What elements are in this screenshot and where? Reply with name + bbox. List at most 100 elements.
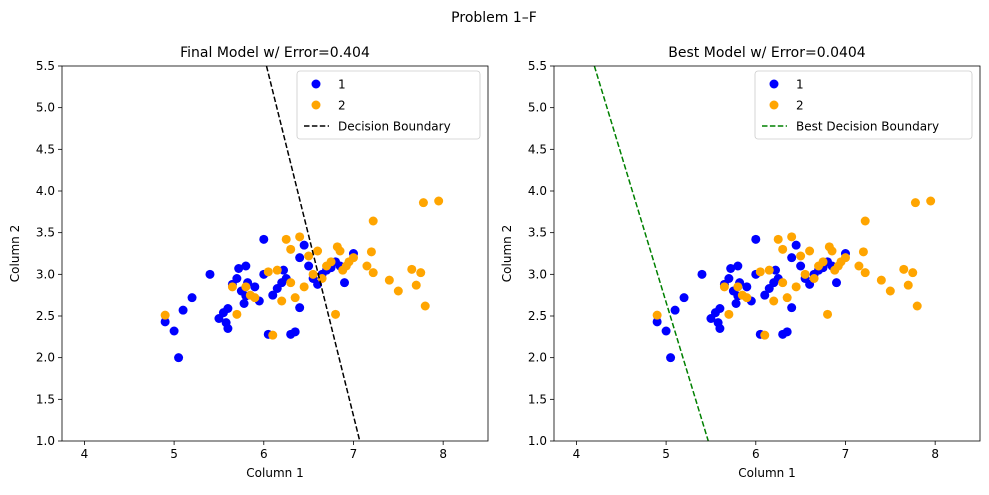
- series-2-point: [160, 310, 170, 320]
- series-2-point: [926, 196, 936, 206]
- series-2-point: [366, 247, 376, 257]
- series-1-point: [279, 265, 289, 275]
- series-2-point: [899, 264, 909, 274]
- series-1-point: [174, 353, 184, 363]
- x-tick-label: 4: [81, 447, 89, 461]
- series-1-point: [304, 261, 314, 271]
- series-2-point: [912, 301, 922, 311]
- legend-label: Decision Boundary: [338, 120, 451, 134]
- series-2-point: [860, 268, 870, 278]
- series-1-point: [832, 278, 842, 288]
- series-2-point: [326, 257, 336, 267]
- series-1-point: [666, 353, 676, 363]
- legend-frame: [296, 70, 481, 140]
- series-1-point: [787, 253, 797, 263]
- x-tick-label: 6: [752, 447, 760, 461]
- series-2-point: [769, 296, 779, 306]
- series-2-point: [724, 309, 734, 319]
- series-2-point: [227, 282, 237, 292]
- series-1-point: [731, 299, 741, 308]
- series-2-point: [764, 265, 774, 275]
- series-2-point: [840, 253, 850, 263]
- series-2-point: [335, 246, 345, 256]
- series-2-point: [232, 309, 242, 319]
- series-2-point: [250, 293, 260, 303]
- y-tick-label: 1.0: [36, 434, 55, 448]
- series-2-point: [823, 309, 833, 319]
- series-1-point: [295, 253, 305, 263]
- y-tick-label: 5.5: [36, 59, 55, 73]
- series-2-point: [290, 293, 300, 303]
- series-1-point: [715, 304, 725, 313]
- series-2-point: [782, 293, 792, 303]
- series-1-point: [652, 317, 662, 327]
- series-2-point: [295, 232, 305, 242]
- series-1-point: [782, 327, 792, 337]
- series-1-point: [250, 282, 260, 292]
- series-2-point: [308, 269, 318, 279]
- legend-label: Best Decision Boundary: [796, 120, 939, 134]
- series-1-point: [239, 299, 249, 308]
- legend-marker-1: [311, 79, 321, 89]
- series-2-point: [272, 265, 282, 275]
- series-1-point: [178, 305, 188, 315]
- series-1-point: [187, 293, 197, 303]
- plot-frame: [61, 65, 489, 442]
- series-2-point: [411, 280, 421, 290]
- series-2-point: [778, 244, 788, 254]
- series-1-point: [679, 293, 689, 303]
- series-1-point: [160, 317, 170, 327]
- series-1-point: [241, 261, 251, 271]
- series-2-point: [733, 282, 743, 292]
- y-axis-label: Column 2: [500, 225, 514, 282]
- series-2-point: [778, 278, 788, 288]
- y-tick-label: 1.5: [528, 392, 547, 406]
- series-2-point: [348, 253, 358, 263]
- x-tick-label: 7: [842, 447, 850, 461]
- legend-frame: [754, 70, 973, 140]
- y-tick-label: 4.0: [528, 184, 547, 198]
- decision-boundary-line: [593, 66, 709, 441]
- x-tick-label: 5: [662, 447, 670, 461]
- series-2-point: [903, 280, 913, 290]
- series-2-point: [362, 261, 372, 271]
- series-2-point: [787, 232, 797, 242]
- series-1-point: [205, 269, 215, 279]
- y-tick-label: 5.0: [528, 101, 547, 115]
- legend-label: 2: [338, 99, 346, 113]
- y-tick-label: 2.5: [528, 309, 547, 323]
- figure-suptitle: Problem 1–F: [451, 10, 537, 26]
- legend-marker-2: [311, 100, 321, 110]
- series-2-point: [241, 282, 251, 292]
- series-2-point: [818, 257, 828, 267]
- plot-panel-2: Best Model w/ Error=0.0404 4 5 6 7 8 1.0 1.5 2.0…: [500, 45, 981, 480]
- y-tick-label: 2.5: [36, 309, 55, 323]
- series-2-point: [652, 310, 662, 320]
- series-2-point: [742, 293, 752, 303]
- series-2-point: [809, 274, 819, 283]
- series-2-point: [368, 268, 378, 278]
- legend-marker-2: [769, 100, 779, 110]
- x-tick-label: 5: [170, 447, 178, 461]
- series-1-point: [733, 261, 743, 271]
- x-axis-label: Column 1: [246, 466, 303, 480]
- y-tick-label: 3.5: [528, 226, 547, 240]
- series-2-point: [858, 247, 868, 257]
- plot-data: [593, 66, 936, 441]
- series-2-point: [393, 286, 403, 296]
- series-1-point: [742, 282, 752, 292]
- series-1-point: [670, 305, 680, 315]
- x-tick-label: 4: [573, 447, 581, 461]
- series-2-point: [313, 246, 323, 256]
- decision-boundary-line: [265, 66, 361, 441]
- y-tick-label: 5.0: [36, 101, 55, 115]
- series-1-point: [724, 274, 734, 283]
- y-tick-label: 2.0: [528, 351, 547, 365]
- series-1-point: [232, 274, 242, 283]
- series-1-point: [787, 303, 797, 313]
- x-tick-label: 7: [350, 447, 358, 461]
- legend-label: 1: [796, 78, 804, 92]
- series-1-point: [259, 234, 269, 244]
- series-1-point: [223, 324, 233, 333]
- y-tick-label: 3.0: [36, 267, 55, 281]
